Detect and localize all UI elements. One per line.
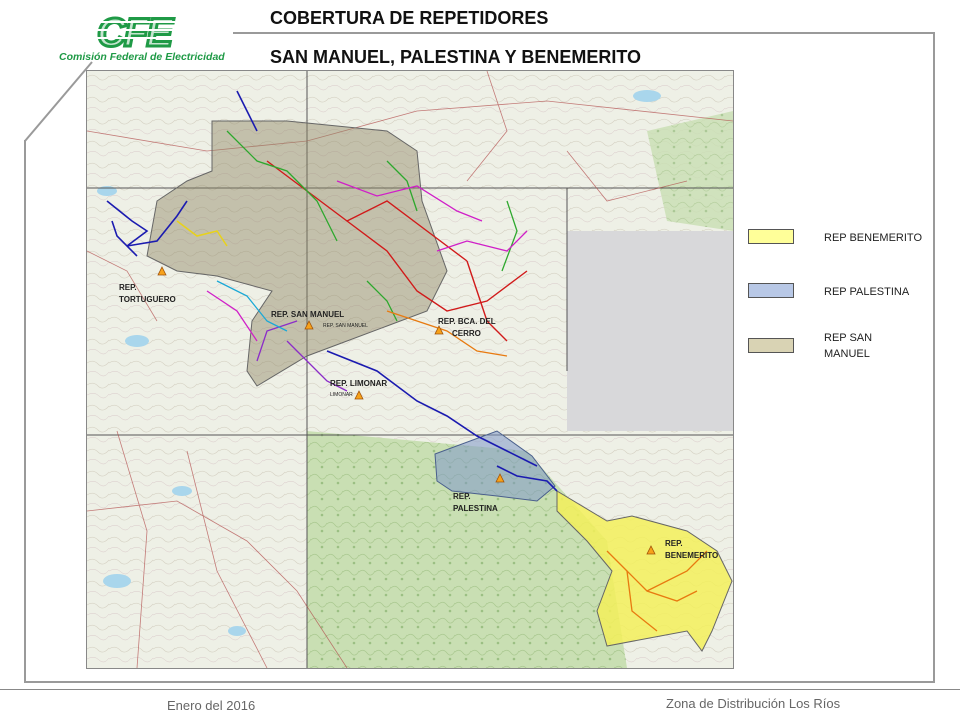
network-cyan	[216, 280, 288, 332]
frame-right-line	[933, 32, 935, 682]
cfe-logo-subtitle: Comisión Federal de Electricidad	[59, 51, 225, 63]
map-green-terrain-2	[647, 111, 733, 231]
frame-left-line	[24, 140, 26, 682]
legend-label-benemerito: REP BENEMERITO	[824, 232, 923, 244]
frame-bottom-line	[24, 681, 935, 683]
label-tortuguero-2: TORTUGUERO	[119, 295, 176, 304]
label-bca-del-cerro-2: CERRO	[452, 329, 481, 338]
footer-date: Enero del 2016	[167, 698, 256, 713]
legend-swatch-palestina	[748, 283, 794, 298]
svg-text:CFE: CFE	[97, 11, 174, 55]
label-limonar: REP. LIMONAR	[330, 379, 387, 388]
repeater-marker-san-manuel	[304, 320, 314, 330]
label-benemerito-1: REP.	[665, 539, 683, 548]
slide-subtitle: SAN MANUEL, PALESTINA Y BENEMERITO	[270, 47, 642, 67]
repeater-marker-tortuguero	[157, 266, 167, 276]
map-roads	[87, 71, 733, 668]
legend-swatch-san-manuel	[748, 338, 794, 353]
coverage-map: REP. TORTUGUERO REP. SAN MANUEL REP. SAN…	[86, 70, 734, 669]
network-magenta	[206, 180, 528, 342]
label-tortuguero-1: REP.	[119, 283, 137, 292]
footer-zone: Zona de Distribución Los Ríos	[666, 696, 841, 711]
network-purple	[256, 320, 348, 392]
label-benemerito-2: BENEMERITO	[665, 551, 718, 560]
slide-title: COBERTURA DE REPETIDORES	[270, 8, 549, 28]
coverage-map-canvas: REP. TORTUGUERO REP. SAN MANUEL REP. SAN…	[87, 71, 733, 668]
label-palestina-1: REP.	[453, 492, 471, 501]
coverage-benemerito	[556, 490, 733, 652]
legend-label-san-manuel: REP SAN MANUEL	[824, 332, 873, 360]
network-green	[226, 130, 518, 322]
label-palestina-2: PALESTINA	[453, 504, 498, 513]
network-yellow	[176, 220, 228, 247]
repeater-marker-limonar	[354, 390, 364, 400]
coverage-palestina	[434, 430, 556, 502]
repeater-marker-benemerito	[646, 545, 656, 555]
legend-swatch-benemerito	[748, 229, 794, 244]
network-orange	[386, 310, 708, 632]
cfe-logo-mark: CFE CFE	[89, 10, 178, 57]
coverage-san-manuel	[146, 120, 448, 387]
network-blue	[106, 90, 558, 492]
frame-top-line	[233, 32, 935, 34]
frame-diagonal	[24, 61, 93, 142]
cfe-logo: CFE CFE Comisión Federal de Electricidad	[55, 8, 230, 68]
footer-divider	[0, 689, 960, 690]
label-san-manuel: REP. SAN MANUEL	[271, 310, 344, 319]
repeater-marker-palestina	[495, 473, 505, 483]
label-bca-del-cerro-1: REP. BCA. DEL	[438, 317, 496, 326]
label-limonar-sub: LIMONAR	[330, 392, 353, 398]
network-red	[266, 160, 528, 342]
legend-label-palestina: REP PALESTINA	[824, 286, 910, 298]
map-gray-zone	[567, 231, 733, 431]
label-san-manuel-sub: REP. SAN MANUEL	[323, 323, 368, 329]
svg-text:CFE: CFE	[97, 11, 174, 55]
repeater-marker-bca-del-cerro	[434, 325, 444, 335]
map-lakes	[97, 90, 661, 636]
